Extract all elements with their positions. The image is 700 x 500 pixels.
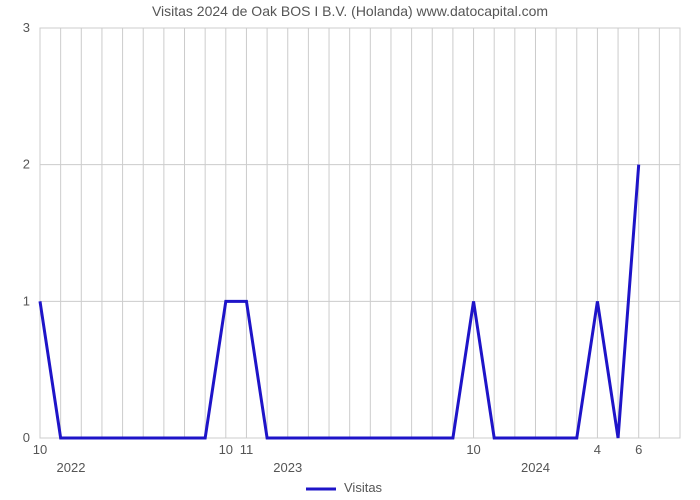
x-year-label: 2022: [57, 460, 86, 475]
x-month-label: 6: [635, 442, 642, 457]
chart-container: { "title": "Visitas 2024 de Oak BOS I B.…: [0, 0, 700, 500]
x-month-label: 10: [219, 442, 233, 457]
chart-title: Visitas 2024 de Oak BOS I B.V. (Holanda)…: [152, 3, 548, 19]
x-month-label: 10: [466, 442, 480, 457]
x-month-label: 10: [33, 442, 47, 457]
y-tick-label: 3: [23, 20, 30, 35]
y-tick-label: 2: [23, 157, 30, 172]
x-year-label: 2024: [521, 460, 550, 475]
y-tick-label: 1: [23, 293, 30, 308]
legend-label: Visitas: [344, 480, 383, 495]
legend-swatch: [306, 488, 336, 491]
x-year-label: 2023: [273, 460, 302, 475]
x-month-label: 4: [594, 442, 601, 457]
x-month-label: 11: [240, 442, 254, 457]
visits-line-chart: 0 1 2 3 10 10 11 10 4 6 2022 2023 2024 Visitas 2024 d…: [0, 0, 700, 500]
y-tick-label: 0: [23, 430, 30, 445]
